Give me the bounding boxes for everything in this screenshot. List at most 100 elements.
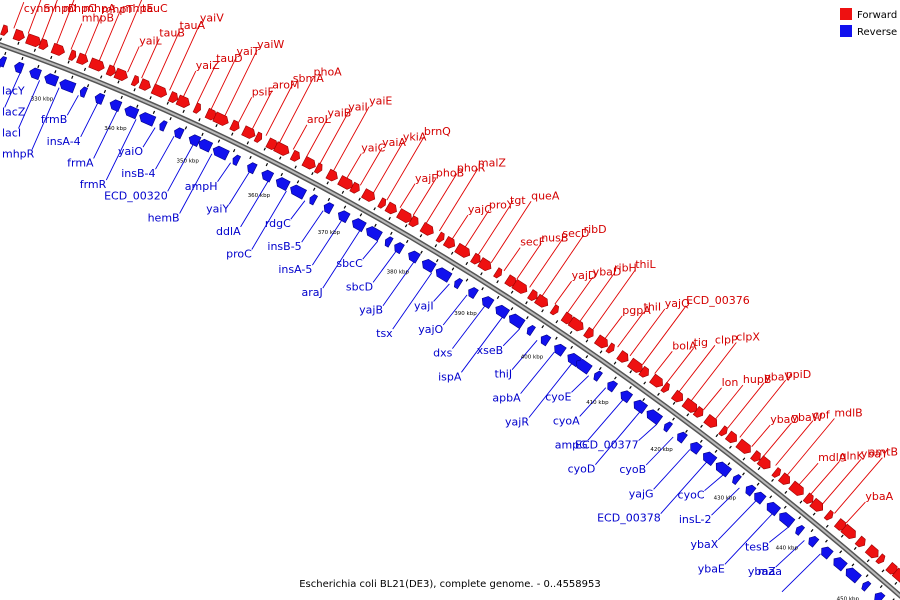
- forward-gene-label: mhpE: [122, 2, 154, 15]
- genome-title: Escherichia coli BL21(DE3), complete gen…: [299, 579, 601, 590]
- marker-tick: [555, 320, 559, 324]
- forward-gene-feature: [567, 316, 584, 332]
- forward-gene-label: ybaW: [792, 411, 823, 424]
- marker-tick: [434, 244, 438, 248]
- legend: Forward Reverse: [840, 8, 897, 38]
- gene-label-leader: [834, 457, 883, 514]
- forward-gene-label: tauD: [216, 52, 243, 65]
- forward-gene-feature: [703, 413, 718, 428]
- reverse-gene-feature: [366, 226, 383, 242]
- marker-tick: [263, 147, 266, 151]
- gene-label-leader: [645, 436, 674, 466]
- forward-gene-label: pgpA: [622, 304, 651, 317]
- reverse-gene-feature: [620, 390, 634, 404]
- forward-gene-feature: [670, 389, 684, 403]
- axis-ticks: 330 kbp 340 kbp 350 kbp 360 kbp 370 kbp 380 k…: [0, 37, 898, 600]
- forward-gene-label: yaiV: [200, 12, 224, 25]
- gene-label-leader: [715, 384, 744, 420]
- reverse-gene-label: insA-4: [47, 135, 81, 148]
- forward-gene-label: secD: [562, 227, 589, 240]
- forward-gene-label: yajC: [468, 203, 492, 216]
- gene-label-leader: [604, 315, 623, 339]
- forward-gene-label: ybaA: [865, 490, 893, 503]
- forward-gene-feature: [626, 357, 643, 373]
- marker-tick: [358, 197, 361, 201]
- marker-tick: [465, 261, 469, 266]
- gene-label-leader: [412, 178, 437, 216]
- marker-tick: [246, 141, 250, 145]
- forward-gene-feature: [0, 24, 9, 36]
- gene-label-leader: [105, 119, 137, 181]
- forward-gene-label: mhpB: [82, 12, 114, 25]
- gene-label-leader: [775, 540, 805, 568]
- reverse-gene-feature: [703, 451, 718, 467]
- reverse-gene-feature: [290, 184, 308, 200]
- forward-gene-feature: [377, 197, 387, 209]
- forward-gene-feature: [38, 38, 49, 51]
- reverse-gene-label: mhpR: [2, 148, 35, 161]
- marker-tick: [541, 325, 545, 329]
- gene-label-leader: [520, 351, 555, 394]
- forward-gene-feature: [113, 67, 128, 82]
- gene-label-leader: [653, 449, 691, 490]
- marker-tick: [510, 290, 514, 294]
- marker-tick: [629, 385, 632, 390]
- marker-tick: [450, 251, 454, 255]
- reverse-gene-label: cyoB: [619, 463, 646, 476]
- gene-label-leader: [529, 238, 563, 288]
- marker-tick: [657, 392, 660, 396]
- gene-label-leader: [392, 272, 432, 330]
- marker-tick: [390, 231, 393, 235]
- reverse-gene-label: ybaE: [698, 562, 725, 575]
- forward-gene-label: yaiI: [348, 101, 368, 114]
- gene-label-leader: [279, 77, 314, 143]
- reverse-gene-feature: [309, 194, 319, 206]
- gene-label-leader: [769, 526, 789, 543]
- marker-tick: [296, 180, 300, 184]
- gene-label-leader: [359, 147, 383, 186]
- gene-label-leader: [477, 205, 511, 255]
- forward-gene-feature: [408, 215, 419, 228]
- gene-label-leader: [704, 474, 724, 492]
- reverse-gene-label: cyoD: [568, 463, 596, 476]
- gene-label-leader: [787, 418, 835, 476]
- reverse-gene-feature: [453, 278, 464, 290]
- forward-gene-feature: [493, 267, 503, 279]
- reverse-gene-feature: [861, 580, 872, 592]
- forward-gene-label: clpX: [736, 331, 760, 344]
- forward-gene-feature: [313, 162, 323, 174]
- reverse-gene-feature: [481, 296, 495, 310]
- forward-gene-feature: [105, 64, 116, 77]
- marker-tick: [643, 381, 647, 385]
- reverse-gene-label: sbcC: [336, 257, 363, 270]
- forward-gene-feature: [360, 188, 376, 202]
- marker-tick: [657, 407, 660, 411]
- forward-gene-label: brnQ: [424, 125, 451, 138]
- reverse-gene-feature: [745, 484, 757, 497]
- marker-tick: [4, 51, 7, 56]
- gene-label-leader: [80, 102, 99, 138]
- marker-tick: [265, 163, 269, 167]
- marker-tick: [33, 48, 36, 52]
- axis-tick-label: 330 kbp: [31, 97, 54, 103]
- reverse-gene-label: thiJ: [495, 368, 513, 381]
- gene-label-leader: [579, 273, 615, 322]
- reverse-gene-feature: [29, 67, 42, 81]
- forward-gene-feature: [875, 553, 886, 565]
- marker-tick: [86, 84, 90, 88]
- forward-gene-label: yaiA: [382, 136, 406, 149]
- forward-gene-label: tauC: [142, 2, 168, 15]
- marker-tick: [812, 512, 816, 516]
- forward-gene-feature: [583, 326, 594, 339]
- reverse-gene-feature: [633, 399, 649, 415]
- marker-tick: [894, 581, 898, 585]
- marker-tick: [451, 267, 455, 271]
- reverse-gene-feature: [14, 61, 25, 74]
- forward-gene-feature: [273, 141, 290, 156]
- axis-tick-label: 430 kbp: [714, 495, 737, 501]
- marker-tick: [672, 401, 676, 405]
- forward-gene-label: ppiD: [786, 368, 812, 381]
- forward-gene-label: cof: [813, 409, 831, 422]
- forward-gene-feature: [470, 252, 481, 265]
